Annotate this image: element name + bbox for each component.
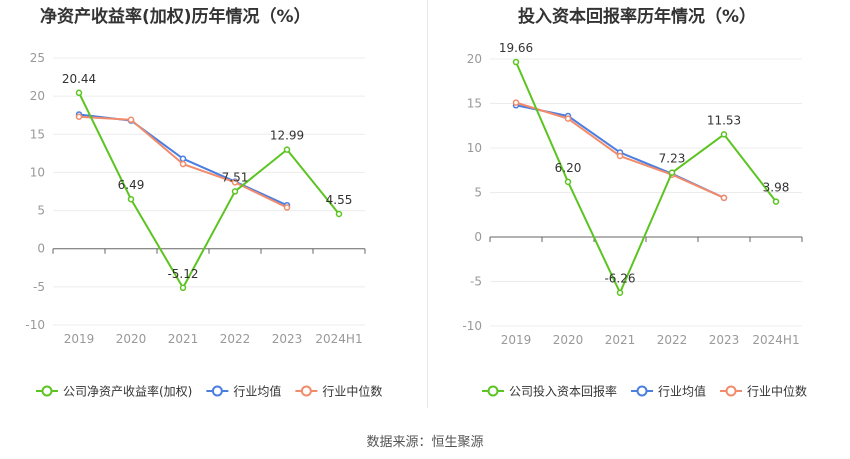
data-point xyxy=(283,146,291,153)
y-tick-label: 0 xyxy=(474,230,482,244)
data-point xyxy=(127,116,135,124)
x-tick-label: 2020 xyxy=(116,332,147,346)
series-line-0 xyxy=(78,92,340,289)
legend-label: 行业均值 xyxy=(233,384,281,399)
data-label: -5.12 xyxy=(167,267,198,281)
data-point xyxy=(720,131,728,138)
y-tick-label: -5 xyxy=(33,280,45,294)
x-tick-label: 2024H1 xyxy=(752,333,799,347)
data-point xyxy=(179,284,187,292)
series-line-0 xyxy=(515,61,777,294)
y-tick-label: 15 xyxy=(467,97,482,111)
legend-swatch-marker xyxy=(300,385,312,397)
y-tick-label: 15 xyxy=(30,127,45,141)
data-point xyxy=(512,58,520,66)
y-tick-label: 5 xyxy=(474,186,482,200)
data-point xyxy=(564,178,572,186)
y-tick-label: 20 xyxy=(30,89,45,103)
y-tick-label: -10 xyxy=(25,318,45,332)
chart-title-roe: 净资产收益率(加权)历年情况（%） xyxy=(40,7,311,27)
y-tick-label: 0 xyxy=(37,242,45,256)
legend-label: 行业中位数 xyxy=(322,384,382,399)
data-source-note: 数据来源：恒生聚源 xyxy=(366,435,484,450)
x-tick-label: 2022 xyxy=(657,333,688,347)
data-point xyxy=(127,195,135,203)
data-point xyxy=(668,169,676,176)
y-tick-label: 25 xyxy=(30,51,45,65)
data-point xyxy=(283,204,291,211)
data-point xyxy=(720,194,728,202)
data-point xyxy=(231,188,239,195)
legend-swatch-marker xyxy=(636,385,648,397)
x-tick-label: 2021 xyxy=(168,332,199,346)
y-tick-label: -5 xyxy=(470,275,482,289)
y-tick-label: -10 xyxy=(462,319,482,333)
y-tick-label: 20 xyxy=(467,52,482,66)
chart-title-roic: 投入资本回报率历年情况（%） xyxy=(518,7,757,27)
data-point xyxy=(616,289,624,296)
legend-swatch-marker xyxy=(725,385,737,397)
data-label: 19.66 xyxy=(499,41,533,55)
roe-line-chart: 25 20 15 10 5 0 -5 -10 2019 2020 2021 2022 2023 2024H… xyxy=(25,51,382,399)
data-point xyxy=(231,179,239,186)
x-tick-label: 2019 xyxy=(64,332,95,346)
x-tick-label: 2023 xyxy=(272,332,303,346)
legend-label: 公司投入资本回报率 xyxy=(509,384,617,399)
x-tick-label: 2024H1 xyxy=(315,332,362,346)
data-label: -6.26 xyxy=(604,272,635,286)
data-point xyxy=(75,89,83,97)
legend-label: 行业中位数 xyxy=(747,384,807,399)
y-tick-label: 5 xyxy=(37,204,45,218)
data-point xyxy=(179,160,187,168)
roic-line-chart: 20 15 10 5 0 -5 -10 2019 2020 2021 2022 2023 2024H1 1… xyxy=(462,41,807,399)
data-point xyxy=(616,152,624,160)
x-tick-label: 2023 xyxy=(709,333,740,347)
data-point xyxy=(564,115,572,122)
legend-swatch-marker xyxy=(41,385,53,397)
data-label: 11.53 xyxy=(707,113,741,127)
data-label: 20.44 xyxy=(62,72,96,86)
data-label: 12.99 xyxy=(270,129,304,143)
data-label: 3.98 xyxy=(763,181,790,195)
legend-swatch-marker xyxy=(211,385,223,397)
legend-label: 行业均值 xyxy=(658,384,706,399)
data-point xyxy=(512,99,520,106)
data-point xyxy=(75,113,83,120)
y-tick-label: 10 xyxy=(467,141,482,155)
x-tick-label: 2019 xyxy=(501,333,532,347)
data-label: 7.51 xyxy=(222,170,249,184)
y-tick-label: 10 xyxy=(30,165,45,179)
data-point xyxy=(772,198,780,205)
x-tick-label: 2022 xyxy=(220,332,251,346)
panel-divider xyxy=(427,0,428,408)
data-label: 4.55 xyxy=(326,193,353,207)
legend-label: 公司净资产收益率(加权) xyxy=(63,384,192,399)
x-tick-label: 2020 xyxy=(553,333,584,347)
x-tick-label: 2021 xyxy=(605,333,636,347)
legend-swatch-marker xyxy=(487,385,499,397)
data-label: 7.23 xyxy=(659,152,686,166)
data-label: 6.20 xyxy=(555,161,582,175)
data-label: 6.49 xyxy=(118,178,145,192)
data-point xyxy=(335,210,343,218)
